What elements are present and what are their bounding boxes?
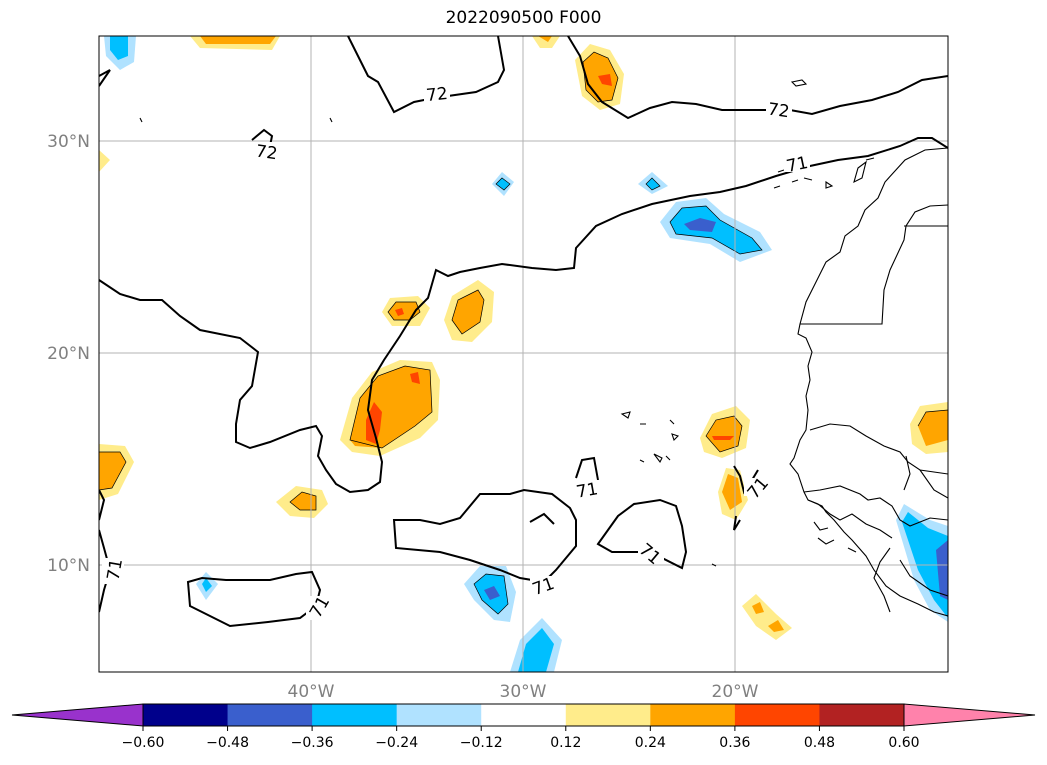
colorbar-tick-label: 0.24 — [635, 735, 666, 751]
colorbar-tick-label: −0.24 — [375, 735, 418, 751]
height-contours — [99, 36, 948, 628]
lat-label-20n: 20°N — [47, 344, 90, 364]
contour-label-71-a: 71 — [785, 153, 810, 177]
colorbar-tick-label: −0.36 — [291, 735, 334, 751]
colorbar-tick-label: −0.12 — [460, 735, 503, 751]
lat-label-10n: 10°N — [47, 556, 90, 576]
colorbar-cell — [565, 704, 651, 726]
colorbar-cell — [143, 704, 229, 726]
colorbar-cell — [650, 704, 736, 726]
map-border — [98, 35, 949, 673]
contour-label-71-f: 71 — [104, 557, 127, 582]
colorbar-cell — [396, 704, 482, 726]
colorbar-cell — [734, 704, 820, 726]
colorbar-tick-label: 0.60 — [888, 735, 919, 751]
colorbar-tick-label: 0.36 — [719, 735, 750, 751]
gridlines — [99, 36, 948, 672]
colorbar-extend-low — [11, 703, 144, 727]
colorbar-tick-label: 0.48 — [804, 735, 835, 751]
colorbar-tick-label: −0.48 — [206, 735, 249, 751]
colorbar-tick-label: 0.12 — [550, 735, 581, 751]
lon-label-20w: 20°W — [712, 682, 759, 702]
colorbar-cell — [819, 704, 905, 726]
map-title: 2022090500 F000 — [445, 8, 602, 28]
colorbar: −0.60 −0.48 −0.36 −0.24 −0.12 0.12 0.24 0.36 0.4… — [11, 703, 1036, 751]
coastlines — [139, 79, 948, 617]
colorbar-cell — [481, 704, 567, 726]
anomaly-contours — [99, 51, 948, 615]
lon-label-40w: 40°W — [288, 682, 335, 702]
lon-label-30w: 30°W — [500, 682, 547, 702]
contour-label-72-b: 72 — [766, 100, 790, 123]
colorbar-cell — [312, 704, 398, 726]
map-panel — [99, 36, 948, 672]
axis-labels: 40°W 30°W 20°W 30°N 20°N 10°N — [47, 132, 759, 702]
contour-label-72-c: 72 — [254, 142, 278, 165]
colorbar-extend-high — [903, 703, 1036, 727]
contour-label-71-b: 71 — [575, 479, 600, 502]
lat-label-30n: 30°N — [47, 132, 90, 152]
colorbar-cell — [227, 704, 313, 726]
colorbar-frame — [142, 703, 905, 727]
contour-labels: 72 72 72 71 71 71 71 71 71 71 — [102, 84, 810, 622]
colorbar-tick-label: −0.60 — [122, 735, 165, 751]
contour-label-72-a: 72 — [425, 84, 449, 106]
negative-anomaly-patches — [104, 36, 948, 672]
